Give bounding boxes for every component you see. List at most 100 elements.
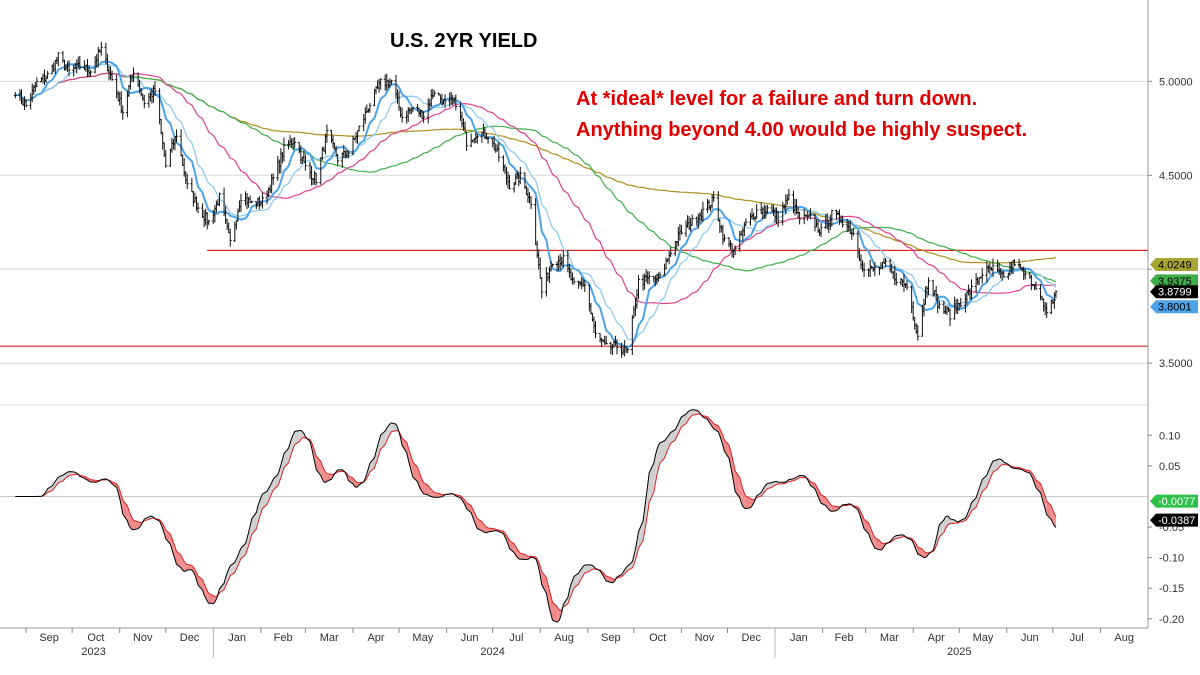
osc-tick-label: -0.10 bbox=[1159, 553, 1184, 565]
osc-fill-segment bbox=[744, 493, 746, 509]
osc-fill-segment bbox=[130, 514, 132, 530]
osc-fill-segment bbox=[552, 602, 558, 623]
osc-fill-segment bbox=[230, 562, 235, 576]
moving-average-line bbox=[15, 72, 1057, 283]
osc-fill-segment bbox=[423, 482, 429, 495]
price-bar bbox=[303, 154, 307, 171]
month-label: May bbox=[973, 632, 994, 644]
price-bar bbox=[250, 200, 254, 204]
price-bar bbox=[465, 131, 469, 151]
year-label: 2024 bbox=[480, 646, 504, 658]
osc-fill-segment bbox=[659, 440, 665, 464]
osc-fill-segment bbox=[692, 409, 697, 416]
price-bar bbox=[551, 263, 555, 267]
osc-fill-segment bbox=[486, 527, 489, 533]
osc-fill-segment bbox=[658, 442, 660, 469]
month-label: Aug bbox=[1114, 632, 1134, 644]
price-bar bbox=[1029, 274, 1033, 291]
annotation-line-2: Anything beyond 4.00 would be highly sus… bbox=[576, 119, 1027, 141]
osc-fill-segment bbox=[997, 458, 1000, 470]
value-tag-label: -0.0387 bbox=[1158, 515, 1195, 527]
price-bar bbox=[712, 191, 716, 202]
price-bar bbox=[690, 214, 694, 226]
price-bar bbox=[443, 94, 447, 109]
price-bar bbox=[544, 267, 548, 297]
price-bar bbox=[991, 258, 995, 278]
price-bar bbox=[325, 124, 329, 143]
osc-fill-segment bbox=[666, 436, 668, 454]
osc-fill-segment bbox=[831, 505, 837, 512]
osc-fill-segment bbox=[584, 564, 590, 573]
osc-fill-segment bbox=[992, 459, 998, 473]
price-bar bbox=[862, 262, 866, 278]
price-bar bbox=[314, 172, 318, 186]
month-label: Jul bbox=[1070, 632, 1084, 644]
osc-fill-segment bbox=[735, 470, 740, 498]
annotation-line-1: At *ideal* level for a failure and turn … bbox=[576, 88, 977, 110]
value-tag: -0.0387 bbox=[1150, 513, 1198, 527]
month-label: Sep bbox=[39, 632, 59, 644]
month-label: Sep bbox=[601, 632, 621, 644]
price-bar bbox=[540, 277, 544, 299]
osc-fill-segment bbox=[670, 429, 676, 444]
price-bar bbox=[24, 99, 28, 108]
osc-fill-segment bbox=[880, 542, 883, 550]
osc-fill-segment bbox=[1000, 459, 1003, 466]
price-bar bbox=[78, 56, 82, 70]
osc-fill-segment bbox=[724, 439, 730, 459]
year-label: 2025 bbox=[947, 646, 971, 658]
price-bar bbox=[615, 339, 619, 355]
month-label: Apr bbox=[367, 632, 384, 644]
price-bar bbox=[185, 173, 189, 190]
moving-average-line bbox=[15, 72, 1057, 305]
price-bar bbox=[873, 262, 877, 277]
price-bar bbox=[196, 202, 200, 214]
price-bar bbox=[647, 271, 651, 285]
osc-fill-segment bbox=[1054, 513, 1056, 528]
osc-fill-segment bbox=[187, 564, 192, 570]
value-tag: 3.8799 bbox=[1150, 285, 1198, 299]
price-bar bbox=[776, 211, 780, 228]
osc-fill-segment bbox=[325, 472, 327, 483]
osc-fill-segment bbox=[541, 571, 547, 594]
price-bar bbox=[13, 91, 17, 99]
price-bar bbox=[164, 149, 168, 168]
osc-fill-segment bbox=[323, 469, 326, 483]
price-bar bbox=[658, 271, 662, 279]
month-label: Oct bbox=[87, 632, 104, 644]
price-bar bbox=[46, 70, 50, 79]
price-bar bbox=[630, 315, 634, 355]
osc-fill-segment bbox=[923, 551, 926, 558]
price-bar bbox=[701, 201, 705, 223]
value-tag-label: 3.8001 bbox=[1158, 302, 1192, 314]
value-tag: 4.0249 bbox=[1150, 257, 1198, 271]
price-bar bbox=[518, 166, 522, 185]
price-bar bbox=[508, 174, 512, 190]
osc-fill-segment bbox=[182, 558, 185, 572]
value-tag-label: 3.9375 bbox=[1158, 276, 1192, 288]
value-tag-label: 4.0249 bbox=[1158, 259, 1192, 271]
price-bar bbox=[744, 218, 748, 226]
price-bar bbox=[239, 193, 243, 213]
price-bar bbox=[99, 41, 103, 56]
price-bar bbox=[497, 142, 501, 162]
price-bar bbox=[970, 279, 974, 301]
price-bar bbox=[207, 219, 211, 226]
oscillator-panel bbox=[15, 409, 1057, 623]
osc-fill-segment bbox=[294, 430, 300, 445]
month-label: Dec bbox=[180, 632, 200, 644]
osc-fill-segment bbox=[681, 414, 687, 427]
price-bar bbox=[432, 90, 436, 97]
price-bar bbox=[1012, 259, 1016, 267]
osc-fill-segment bbox=[667, 434, 670, 451]
osc-fill-segment bbox=[412, 462, 418, 482]
value-tag-label: 3.8799 bbox=[1158, 287, 1192, 299]
price-bar bbox=[948, 308, 952, 327]
osc-fill-segment bbox=[477, 518, 482, 531]
axes: 3.50004.50005.00000.100.05-0.05-0.10-0.1… bbox=[0, 0, 1193, 658]
price-bar bbox=[121, 105, 125, 120]
price-bars bbox=[13, 41, 1058, 358]
price-bar bbox=[679, 224, 683, 235]
osc-fill-segment bbox=[750, 498, 753, 508]
